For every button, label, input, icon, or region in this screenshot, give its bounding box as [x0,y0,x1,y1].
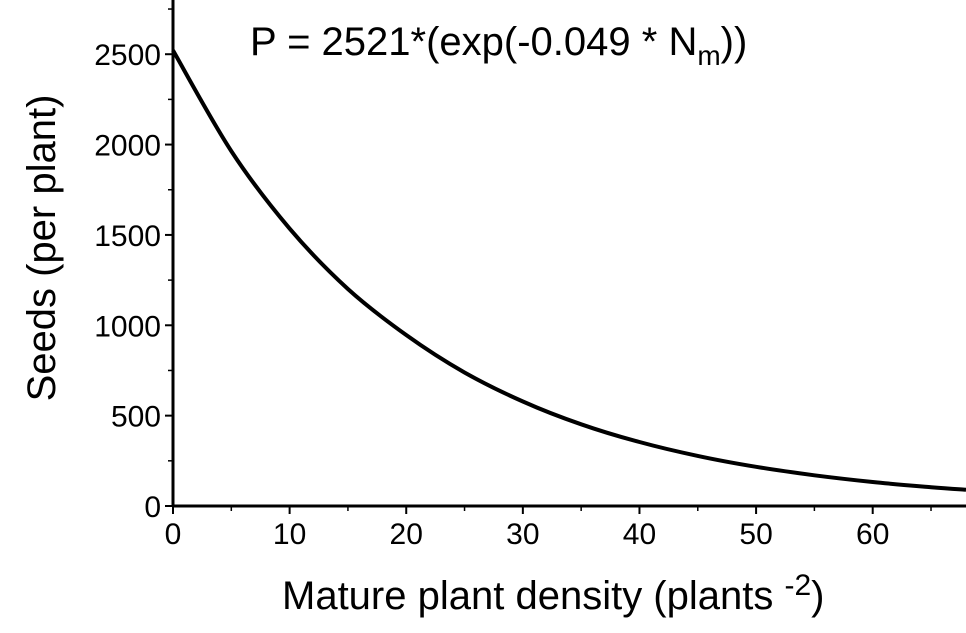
x-tick-label: 0 [165,518,182,551]
equation-suffix: )) [721,20,748,64]
y-tick-label: 2000 [94,130,161,163]
y-tick-label: 1000 [94,310,161,343]
y-tick-label: 2500 [94,39,161,72]
x-axis-title-suffix: ) [811,574,824,618]
x-axis-title-main: Mature plant density (plants [282,574,784,618]
y-tick-label: 1500 [94,220,161,253]
x-tick-label: 50 [739,518,772,551]
equation-prefix: P = 2521*(exp(-0.049 * N [250,20,697,64]
equation-subscript: m [697,40,720,71]
x-tick-label: 10 [273,518,306,551]
axes [171,0,966,508]
y-axis-ticks: 0 500 1000 1500 2000 2500 [94,8,173,524]
x-axis-title-superscript: -2 [784,569,811,602]
x-tick-label: 60 [856,518,889,551]
x-axis-ticks: 0 10 20 30 40 50 60 [165,506,932,551]
equation-label: P = 2521*(exp(-0.049 * Nm)) [250,20,747,71]
seed-curve [171,49,966,492]
x-tick-label: 30 [506,518,539,551]
y-axis-title: Seeds (per plant) [20,95,64,402]
x-tick-label: 20 [390,518,423,551]
x-axis-title: Mature plant density (plants -2) [282,569,825,618]
y-tick-label: 500 [111,401,161,434]
y-tick-label: 0 [144,491,161,524]
x-tick-label: 40 [623,518,656,551]
